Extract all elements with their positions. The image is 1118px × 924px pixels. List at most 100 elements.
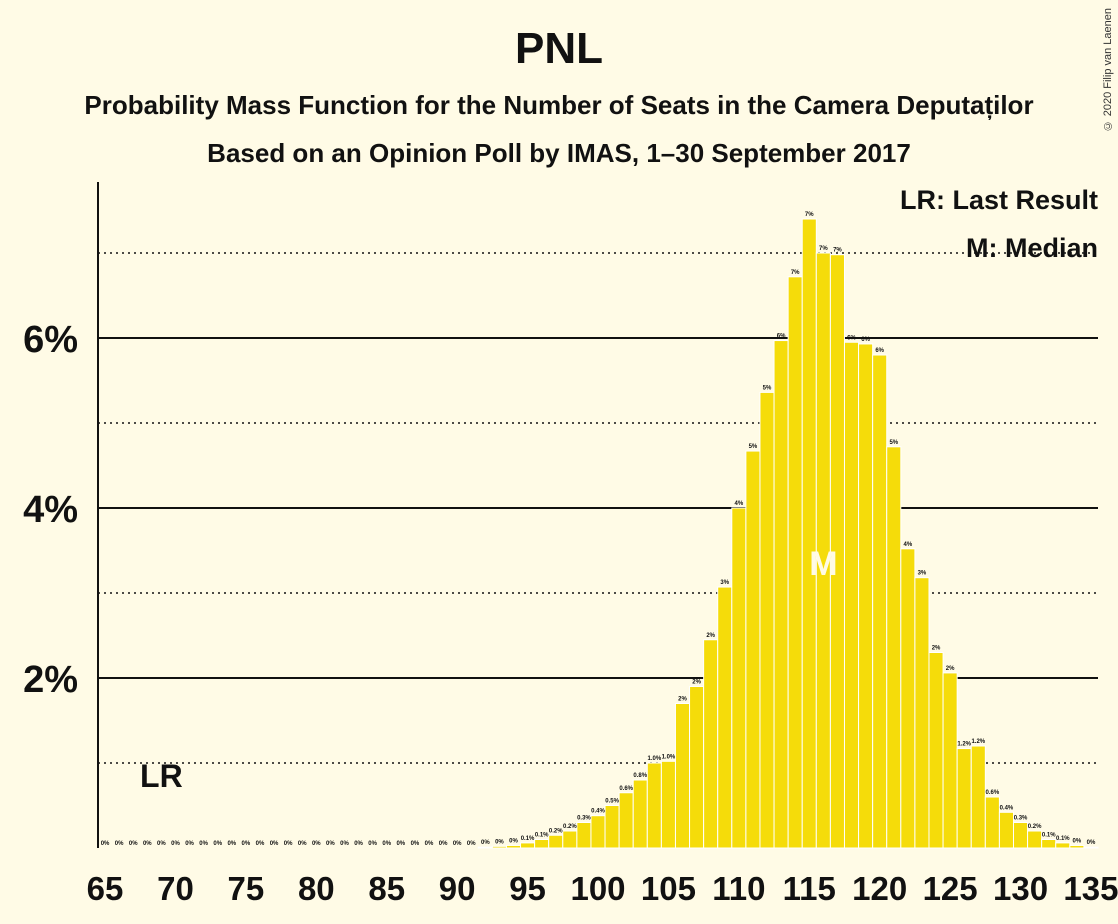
bar-label: 0% (157, 841, 166, 847)
chart-subtitle-line1: Probability Mass Function for the Number… (84, 90, 1034, 120)
bar-label: 0% (495, 839, 504, 845)
bar-seat-109 (717, 586, 733, 849)
bar-label: 0% (312, 841, 321, 847)
bar-label: 0.3% (577, 816, 591, 822)
bar-label: 2% (678, 697, 687, 703)
bar-label: 7% (805, 212, 814, 218)
bar-label: 6% (861, 337, 870, 343)
bar-seat-134 (1069, 844, 1085, 849)
bar-label: 3% (918, 571, 927, 577)
x-tick-label: 110 (712, 870, 765, 907)
bar-seat-118 (843, 341, 860, 849)
bar-seat-112 (759, 391, 775, 849)
bar-seat-125 (942, 672, 958, 849)
chart-title: PNL (515, 24, 603, 73)
x-tick-label: 120 (852, 870, 907, 907)
bar-label: 0.2% (563, 824, 577, 830)
x-tick-label: 90 (439, 870, 476, 907)
bar-label: 1.2% (971, 739, 985, 745)
bar-label: 0% (115, 841, 124, 847)
bar-label: 6% (777, 334, 786, 340)
bar-label: 0% (481, 840, 490, 846)
chart-subtitle-line2: Based on an Opinion Poll by IMAS, 1–30 S… (207, 138, 911, 168)
bar-label: 0% (199, 841, 208, 847)
bar-label: 0.8% (633, 773, 647, 779)
bar-seat-96 (534, 839, 550, 849)
bar-label: 1.0% (662, 754, 676, 760)
bar-seat-131 (1027, 830, 1043, 849)
bar-label: 2% (706, 633, 715, 639)
bar-label: 0% (227, 841, 236, 847)
bar-label: 0.6% (619, 786, 633, 792)
bar-label: 0% (382, 841, 391, 847)
bar-seat-93 (491, 845, 507, 849)
bar-label: 1.2% (957, 742, 971, 748)
bar-label: 7% (819, 246, 828, 252)
x-tick-label: 85 (368, 870, 405, 907)
bar-label: 0.6% (986, 790, 1000, 796)
bar-seat-108 (703, 639, 719, 849)
bar-seat-123 (914, 577, 930, 849)
bar-seat-103 (632, 779, 648, 849)
bar-label: 3% (720, 580, 729, 586)
bar-label: 0% (354, 841, 363, 847)
bar-label: 0% (368, 841, 377, 847)
bar-label: 0% (213, 841, 222, 847)
bar-label: 0.5% (605, 799, 619, 805)
bar-label: 0% (1073, 838, 1082, 844)
bar-seat-110 (731, 507, 747, 849)
bar-label: 0% (298, 841, 307, 847)
bar-seat-120 (872, 354, 888, 849)
bar-label: 2% (692, 680, 701, 686)
bar-label: 0.4% (591, 809, 605, 815)
bar-label: 0% (129, 841, 138, 847)
y-tick-label: 2% (23, 659, 78, 701)
bar-label: 0% (171, 841, 180, 847)
bar-label: 0% (256, 841, 265, 847)
bar-seat-130 (1012, 822, 1029, 849)
bar-label: 0% (453, 841, 462, 847)
bar-label: 2% (946, 666, 955, 672)
bar-seat-129 (998, 811, 1014, 849)
bar-seat-106 (674, 703, 691, 849)
x-tick-label: 105 (641, 870, 696, 907)
bar-label: 0% (242, 841, 251, 847)
legend-last-result: LR: Last Result (899, 185, 1098, 215)
axes-group: 2% 4% 6% 65 70 75 80 85 90 95 100 105 110 115 120 125 13… (23, 182, 1118, 907)
x-tick-label: 75 (228, 870, 265, 907)
bar-label: 0% (1087, 840, 1096, 846)
bar-seat-102 (618, 792, 634, 849)
bar-label: 7% (833, 248, 842, 254)
bar-seat-119 (858, 343, 874, 849)
legend-median: M: Median (966, 233, 1098, 263)
bars-group (477, 218, 1099, 849)
bar-seat-124 (928, 652, 944, 849)
bar-seat-105 (660, 760, 676, 849)
bar-label: 0% (509, 838, 518, 844)
bar-seat-94 (505, 844, 522, 849)
bar-seat-99 (576, 822, 592, 849)
bar-label: 0.1% (535, 833, 549, 839)
bar-label: 4% (735, 501, 744, 507)
bar-seat-132 (1041, 839, 1057, 849)
bar-label: 0% (143, 841, 152, 847)
y-tick-label: 6% (23, 319, 78, 361)
bar-label: 1.0% (647, 756, 661, 762)
bar-label: 0% (439, 841, 448, 847)
bar-seat-127 (970, 745, 986, 849)
x-tick-label: 125 (923, 870, 978, 907)
bar-label: 0.4% (1000, 805, 1014, 811)
bar-seat-122 (900, 548, 916, 849)
bar-label: 0% (396, 841, 405, 847)
bar-label: 0% (425, 841, 434, 847)
bar-label: 6% (875, 348, 884, 354)
last-result-marker: LR (140, 758, 183, 794)
bar-seat-114 (787, 276, 803, 849)
bar-label: 0.1% (1042, 833, 1056, 839)
x-tick-label: 80 (298, 870, 335, 907)
bar-seat-98 (562, 830, 578, 849)
x-tick-label: 70 (157, 870, 194, 907)
bar-seat-111 (745, 450, 761, 849)
bar-label: 2% (932, 646, 941, 652)
